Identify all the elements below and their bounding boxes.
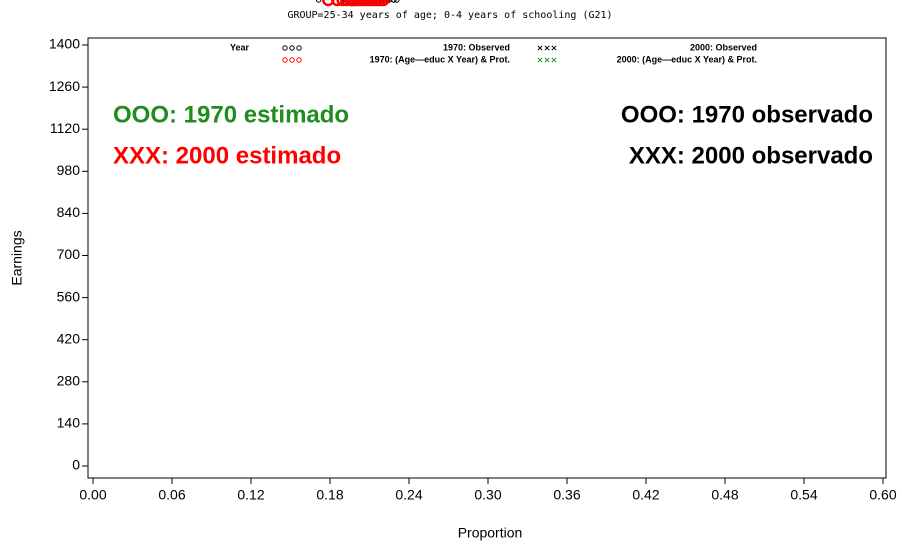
legend-marker — [289, 45, 295, 51]
y-axis-label: Earnings — [9, 230, 25, 285]
x-tick-label: 0.30 — [474, 487, 501, 503]
chart-title: GROUP=25-34 years of age; 0-4 years of s… — [287, 10, 612, 21]
legend-marker — [296, 57, 302, 63]
legend-marker — [544, 57, 550, 63]
point — [331, 0, 344, 7]
x-tick-label: 0.06 — [158, 487, 185, 503]
x-tick-label: 0.60 — [869, 487, 896, 503]
x-tick-label: 0.00 — [79, 487, 106, 503]
y-tick-label: 280 — [57, 373, 81, 389]
legend-marker — [551, 45, 557, 51]
plot-frame — [87, 37, 887, 479]
y-tick-label: 700 — [57, 246, 81, 262]
point — [394, 0, 400, 3]
legend-marker — [289, 57, 295, 63]
x-tick-label: 0.48 — [711, 487, 738, 503]
legend-label: 2000: (Age—educ X Year) & Prot. — [617, 54, 757, 64]
legend-marker — [551, 57, 557, 63]
x-tick-label: 0.12 — [237, 487, 264, 503]
y-tick-label: 840 — [57, 204, 81, 220]
x-tick-label: 0.36 — [553, 487, 580, 503]
legend-marker — [282, 45, 288, 51]
legend-marker — [544, 45, 550, 51]
y-tick-label: 1120 — [50, 120, 80, 136]
legend-marker — [296, 45, 302, 51]
point — [391, 0, 397, 3]
point — [322, 0, 335, 7]
y-tick-label: 1260 — [49, 78, 80, 94]
legend-label: 2000: Observed — [690, 42, 757, 52]
point — [315, 0, 322, 3]
y-tick-label: 1400 — [49, 36, 80, 52]
legend-label: 1970: Observed — [443, 42, 510, 52]
y-tick-label: 140 — [57, 415, 81, 431]
y-tick-label: 420 — [57, 330, 81, 346]
legend-title: Year — [230, 42, 250, 52]
legend-label: 1970: (Age—educ X Year) & Prot. — [370, 54, 510, 64]
legend-marker — [282, 57, 288, 63]
annotation: XXX: 2000 observado — [629, 142, 873, 169]
y-tick-label: 560 — [57, 288, 81, 304]
annotation: OOO: 1970 estimado — [113, 101, 349, 128]
annotation: OOO: 1970 observado — [621, 101, 873, 128]
point — [336, 0, 349, 7]
x-axis-label: Proportion — [458, 525, 523, 541]
legend-marker — [537, 45, 543, 51]
annotation: XXX: 2000 estimado — [113, 142, 341, 169]
point — [344, 0, 358, 7]
legend-marker — [537, 57, 543, 63]
x-tick-label: 0.42 — [632, 487, 659, 503]
x-tick-label: 0.24 — [395, 487, 422, 503]
x-tick-label: 0.54 — [790, 487, 817, 503]
y-tick-label: 980 — [57, 162, 81, 178]
x-tick-label: 0.18 — [316, 487, 343, 503]
y-tick-label: 0 — [72, 457, 80, 473]
